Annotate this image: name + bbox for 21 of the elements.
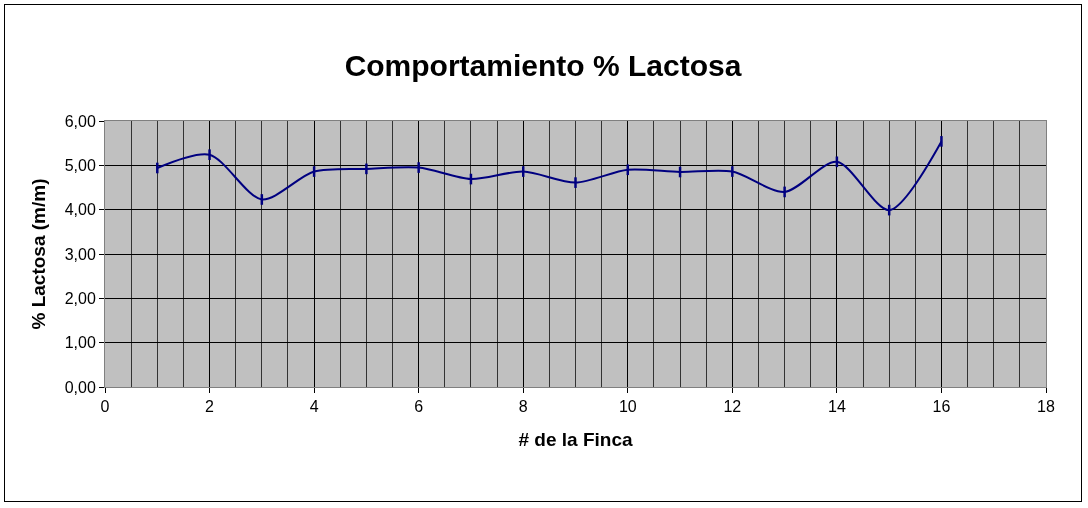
x-tick-label: 8 [518, 398, 528, 416]
x-tick-label: 10 [618, 398, 637, 416]
x-axis-title: # de la Finca [518, 429, 633, 450]
y-tick-label: 1,00 [64, 334, 96, 352]
y-tick-label: 4,00 [64, 201, 96, 219]
x-tick-label: 12 [723, 398, 742, 416]
y-tick-label: 6,00 [64, 112, 96, 130]
line-series [156, 140, 943, 212]
x-tick-label: 4 [309, 398, 319, 416]
chart-title: Comportamiento % Lactosa [344, 48, 742, 82]
y-tick-label: 0,00 [64, 378, 96, 396]
x-tick-label: 0 [100, 398, 110, 416]
x-tick-label: 14 [827, 398, 846, 416]
y-tick-label: 3,00 [64, 245, 96, 263]
x-tick-label: 2 [205, 398, 215, 416]
x-tick-label: 18 [1037, 398, 1055, 416]
x-tick-label: 6 [414, 398, 424, 416]
y-tick-label: 5,00 [64, 156, 96, 174]
y-tick-label: 2,00 [64, 289, 96, 307]
y-axis-title: % Lactosa (m/m) [27, 178, 49, 330]
x-tick-label: 16 [932, 398, 951, 416]
